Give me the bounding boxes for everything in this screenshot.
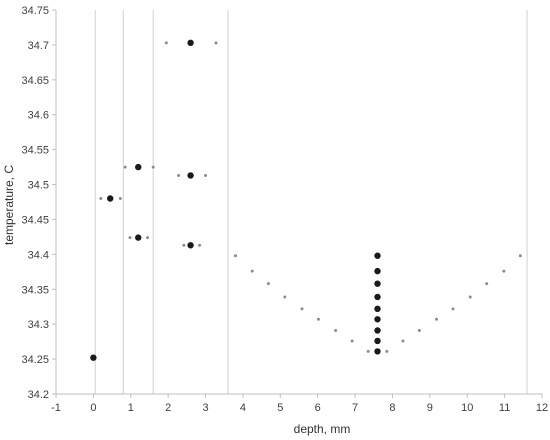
data-point-small (182, 243, 186, 247)
data-point-small (123, 165, 127, 169)
data-point-small (316, 317, 320, 321)
data-point-small (366, 349, 370, 353)
y-tick-label: 34.5 (28, 180, 49, 192)
data-point-small (99, 197, 103, 201)
x-tick-label: 12 (536, 402, 548, 414)
data-point-small (283, 295, 287, 299)
data-point (374, 280, 381, 287)
y-axis-title: temperature, C (2, 165, 16, 245)
x-tick-label: 4 (240, 402, 246, 414)
data-point-small (451, 307, 455, 311)
data-point (374, 316, 381, 323)
data-point-small (385, 349, 389, 353)
data-point-small (151, 165, 155, 169)
x-axis-title: depth, mm (294, 422, 351, 436)
x-tick-label: 1 (128, 402, 134, 414)
y-tick-label: 34.3 (28, 319, 49, 331)
y-tick-label: 34.7 (28, 40, 49, 52)
data-point-small (334, 328, 338, 332)
data-point-small (204, 173, 208, 177)
x-tick-label: -1 (51, 402, 61, 414)
data-point-small (146, 236, 150, 240)
data-point (374, 252, 381, 259)
data-point (187, 172, 194, 179)
y-axis-ticks: 34.2 34.25 34.3 34.35 34.4 34.45 34.5 34.55 34.6… (21, 5, 56, 401)
data-point-small (518, 254, 522, 258)
reference-lines (94, 10, 528, 394)
data-point (374, 305, 381, 313)
data-point-small (233, 254, 237, 258)
y-tick-label: 34.6 (28, 110, 49, 122)
data-point (374, 327, 381, 334)
data-point-small (214, 41, 218, 45)
x-tick-label: 11 (499, 402, 510, 414)
data-point (374, 293, 381, 301)
y-tick-label: 34.65 (21, 75, 49, 87)
data-point (107, 195, 114, 202)
x-tick-label: 5 (277, 402, 283, 414)
data-point (90, 354, 97, 361)
axes (55, 10, 542, 395)
data-point (374, 348, 381, 355)
data-point (135, 163, 142, 171)
x-tick-label: 8 (389, 402, 395, 414)
data-point-small (198, 243, 202, 247)
data-point (187, 242, 194, 249)
data-point-small (485, 282, 489, 286)
data-point-small (435, 317, 439, 321)
x-axis-ticks: -1 0 1 2 3 4 5 6 7 8 9 10 11 12 (51, 394, 548, 414)
y-tick-label: 34.4 (28, 249, 49, 261)
data-point (374, 337, 381, 345)
x-tick-label: 3 (202, 402, 208, 414)
y-tick-label: 34.35 (21, 284, 49, 296)
data-point-small (300, 307, 304, 311)
data-point (135, 234, 142, 241)
data-point-small (118, 197, 122, 201)
y-tick-label: 34.2 (28, 389, 49, 401)
y-tick-label: 34.25 (21, 354, 49, 366)
data-point-small (164, 41, 168, 45)
x-tick-label: 6 (315, 402, 321, 414)
data-point-small (502, 269, 506, 273)
y-tick-label: 34.45 (21, 214, 49, 226)
y-tick-label: 34.55 (21, 145, 49, 157)
x-tick-label: 0 (90, 402, 96, 414)
data-point-small (468, 295, 472, 299)
data-point (187, 39, 194, 47)
data-point-small (266, 282, 270, 286)
data-point-small (177, 173, 181, 177)
y-tick-label: 34.75 (21, 5, 49, 17)
data-point (374, 267, 381, 275)
data-point-small (417, 328, 421, 332)
x-tick-label: 7 (352, 402, 358, 414)
data-points (90, 39, 522, 361)
x-tick-label: 9 (427, 402, 433, 414)
x-tick-label: 2 (165, 402, 171, 414)
data-point-small (350, 339, 354, 343)
data-point-small (401, 339, 405, 343)
x-tick-label: 10 (461, 402, 473, 414)
data-point-small (250, 269, 254, 273)
data-point-small (128, 236, 132, 240)
